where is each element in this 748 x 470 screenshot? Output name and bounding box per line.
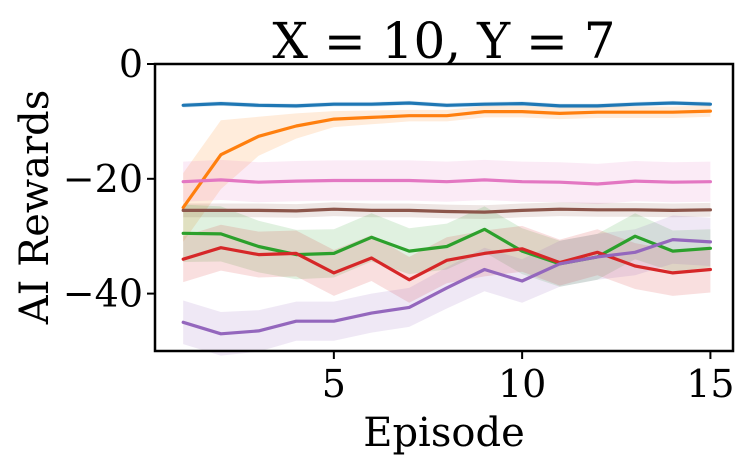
axis-ticks: 5 10 15 0 −20 −40 (63, 42, 735, 406)
y-tick-label: −20 (63, 157, 143, 201)
x-axis-label: Episode (363, 410, 524, 456)
band-red (183, 224, 711, 303)
series-line-purple (181, 238, 713, 336)
series-line-brown (181, 207, 713, 214)
series-line-red (181, 246, 713, 282)
plot-frame (153, 62, 735, 353)
y-axis-label: AI Rewards (12, 90, 58, 326)
band-orange (183, 105, 711, 242)
series-lines (181, 101, 713, 336)
chart-title: X = 10, Y = 7 (272, 12, 615, 70)
confidence-bands (183, 100, 711, 356)
x-tick-label: 15 (686, 362, 734, 406)
series-line-pink (181, 178, 713, 186)
series-line-blue (181, 101, 713, 108)
series-line-green (181, 227, 713, 266)
y-tick-label: 0 (119, 42, 143, 86)
x-tick-label: 10 (498, 362, 546, 406)
y-tick-label: −40 (63, 272, 143, 316)
x-tick-label: 5 (322, 362, 346, 406)
series-line-orange (181, 109, 713, 210)
